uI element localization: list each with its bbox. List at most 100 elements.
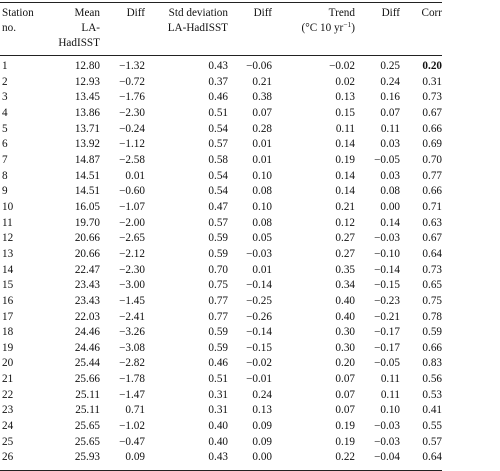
table-cell: 25.11 (75, 404, 100, 417)
header-line: (°C 10 yr−1) (272, 21, 355, 36)
table-cell: 0.59 (208, 232, 228, 245)
header-cell: Station no. (0, 3, 55, 56)
table-cell: −2.58 (119, 153, 145, 166)
table-cell: 0.28 (252, 122, 272, 135)
table-cell: 0.41 (422, 404, 442, 417)
table-cell: 0.11 (380, 373, 400, 386)
table-cell: 0.67 (422, 232, 442, 245)
table-cell: −0.60 (119, 185, 145, 198)
table-cell: 0.71 (125, 404, 145, 417)
table-cell: 24 (2, 420, 14, 433)
table-cell: 0.07 (252, 106, 272, 119)
table-cell: −0.04 (374, 451, 400, 464)
table-row: 6 13.92 −1.12 0.57 0.01 0.14 0.03 0.69 (0, 137, 442, 153)
table-cell: 16 (2, 294, 14, 307)
header-cell: Diff (100, 3, 145, 56)
table-cell: −0.26 (246, 310, 272, 323)
table-cell: 0.30 (335, 326, 355, 339)
table-cell: 0.40 (335, 294, 355, 307)
table-cell: 0.11 (380, 122, 400, 135)
table-cell: 0.10 (380, 404, 400, 417)
table-cell: −0.05 (374, 357, 400, 370)
table-cell: 0.01 (125, 169, 145, 182)
table-cell: 20.66 (74, 247, 100, 260)
table-cell: 19 (2, 341, 14, 354)
table-cell: 10 (2, 200, 14, 213)
table-cell: 0.19 (335, 435, 355, 448)
table-cell: −2.41 (119, 310, 145, 323)
table-cell: −0.17 (374, 341, 400, 354)
table-cell: 0.53 (422, 388, 442, 401)
table-cell: −0.06 (246, 60, 272, 72)
table-cell: −0.05 (374, 153, 400, 166)
table-cell: −0.02 (246, 357, 272, 370)
table-cell: 0.51 (208, 373, 228, 386)
table-cell: 0.31 (208, 388, 228, 401)
table-cell: 0.20 (422, 60, 442, 72)
table-cell: 15 (2, 279, 14, 292)
table-cell: 0.64 (422, 247, 442, 260)
table-cell: 0.77 (422, 169, 442, 182)
table-cell: 25.66 (74, 373, 100, 386)
table-cell: 0.54 (208, 122, 228, 135)
table-cell: 0.70 (208, 263, 228, 276)
table-cell: 6 (2, 138, 8, 151)
table-cell: 0.12 (335, 216, 355, 229)
table-row: 1 12.80 −1.32 0.43 −0.06 −0.02 0.25 0.20 (0, 56, 442, 75)
table-cell: 0.00 (252, 451, 272, 464)
table-cell: 0.78 (422, 310, 442, 323)
table-cell: 0.70 (422, 153, 442, 166)
table-cell: 0.24 (252, 388, 272, 401)
table-cell: 0.11 (380, 388, 400, 401)
table-cell: 20 (2, 357, 14, 370)
table-cell: 25.65 (74, 420, 100, 433)
table-row: 4 13.86 −2.30 0.51 0.07 0.15 0.07 0.67 (0, 106, 442, 122)
table-row: 17 22.03 −2.41 0.77 −0.26 0.40 −0.21 0.78 (0, 310, 442, 326)
table-cell: 0.07 (335, 404, 355, 417)
table-cell: 14.51 (74, 185, 100, 198)
table-cell: 0.51 (208, 106, 228, 119)
table-row: 21 25.66 −1.78 0.51 −0.01 0.07 0.11 0.56 (0, 372, 442, 388)
table-cell: 0.43 (208, 60, 228, 72)
table-cell: 25.44 (74, 357, 100, 370)
table-cell: −0.03 (374, 435, 400, 448)
table-cell: 0.14 (380, 216, 400, 229)
table-cell: −2.82 (119, 357, 145, 370)
table-row: 3 13.45 −1.76 0.46 0.38 0.13 0.16 0.73 (0, 90, 442, 106)
table-cell: 0.59 (208, 341, 228, 354)
table-row: 22 25.11 −1.47 0.31 0.24 0.07 0.11 0.53 (0, 388, 442, 404)
table-cell: 0.63 (422, 216, 442, 229)
table-cell: 0.02 (335, 75, 355, 88)
table-cell: 0.66 (422, 122, 442, 135)
table-cell: 0.07 (380, 106, 400, 119)
table-cell: 26 (2, 451, 14, 464)
table-cell: 0.09 (252, 435, 272, 448)
table-row: 24 25.65 −1.02 0.40 0.09 0.19 −0.03 0.55 (0, 419, 442, 435)
table-cell: 0.66 (422, 185, 442, 198)
table-cell: 2 (2, 75, 8, 88)
header-text: Diff (253, 7, 272, 19)
table-cell: −0.14 (374, 263, 400, 276)
header-text: Trend (328, 7, 355, 19)
table-cell: 0.09 (252, 420, 272, 433)
header-cell: Diff (228, 3, 272, 56)
table-cell: 0.59 (422, 326, 442, 339)
table-cell: 0.35 (335, 263, 355, 276)
table-cell: 0.57 (208, 216, 228, 229)
table-cell: 0.64 (422, 451, 442, 464)
table-cell: 23.43 (74, 294, 100, 307)
table-cell: 0.08 (380, 185, 400, 198)
table-cell: 0.59 (208, 326, 228, 339)
header-text: LA-HadISST (167, 22, 228, 34)
table-cell: 0.20 (335, 357, 355, 370)
table-cell: −0.25 (246, 294, 272, 307)
table-cell: 0.07 (335, 388, 355, 401)
table-cell: 4 (2, 106, 8, 119)
table-cell: −0.47 (119, 435, 145, 448)
table-cell: 0.21 (252, 75, 272, 88)
table-cell: 14.51 (74, 169, 100, 182)
table-cell: −0.01 (246, 373, 272, 386)
table-cell: 0.14 (335, 185, 355, 198)
table-cell: 0.73 (422, 91, 442, 104)
table-cell: 0.37 (208, 75, 228, 88)
